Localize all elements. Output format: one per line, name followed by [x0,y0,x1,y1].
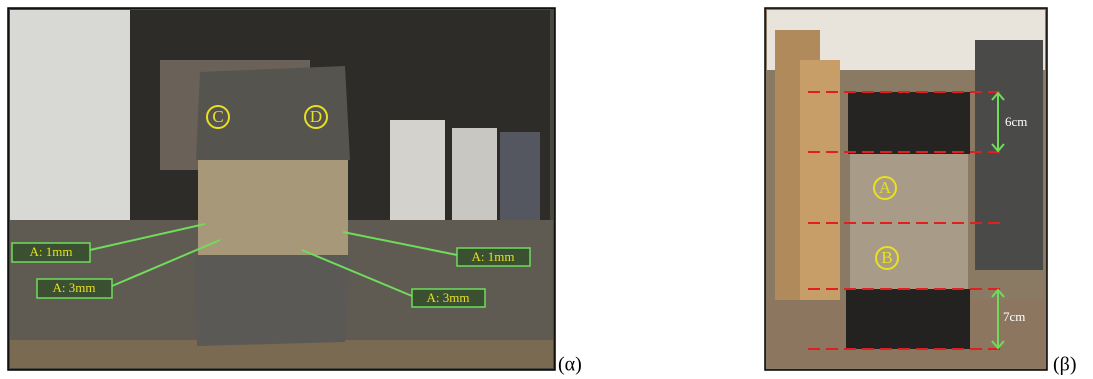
circle-label: A [879,178,892,197]
circle-label: B [881,248,892,267]
caption: (β) [1053,354,1077,376]
page: C D A: 1mm A: 3mm A: 1mm A: 3mm (α) [0,0,1093,379]
dimension-label: 7cm [1003,309,1025,324]
callout-label: A: 1mm [472,249,515,264]
dimension-label: 6cm [1005,114,1027,129]
callout-label: A: 3mm [427,290,470,305]
photo-alpha [8,8,555,370]
caption: (α) [558,354,582,376]
circle-label: D [310,107,322,126]
callout-label: A: 3mm [53,280,96,295]
circle-label: C [212,107,223,126]
callout-label: A: 1mm [30,244,73,259]
